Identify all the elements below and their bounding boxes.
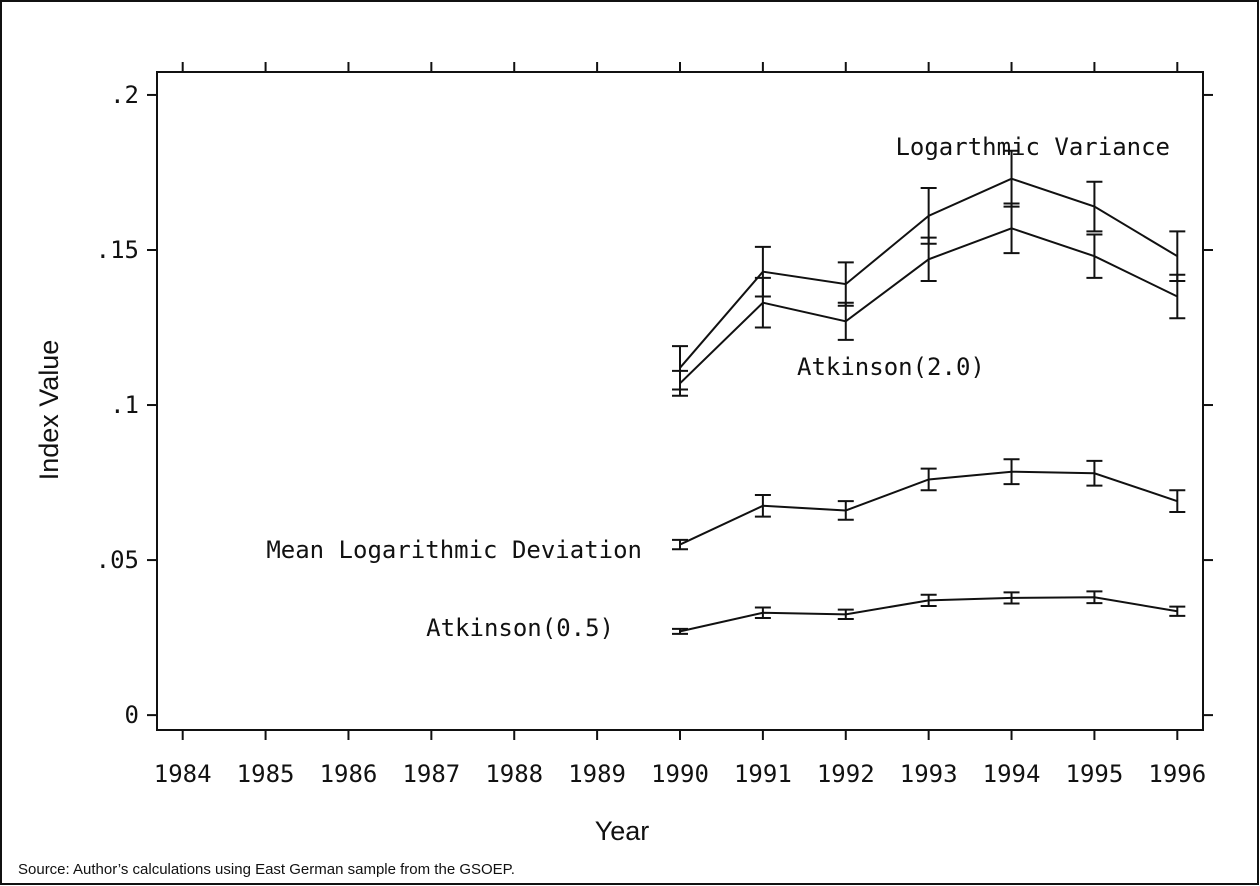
error-bar [672,538,688,551]
error-bar [1086,233,1103,279]
series-label: Atkinson(0.5) [426,614,614,642]
x-tick-label: 1988 [485,760,543,788]
series-label: Mean Logarithmic Deviation [266,536,642,564]
series-label: Logarthmic Variance [895,133,1170,161]
error-bar [837,608,854,620]
x-tick-label: 1992 [817,760,875,788]
y-tick-label: .05 [96,546,139,574]
error-bar [1086,459,1103,487]
x-axis-title: Year [595,816,650,846]
y-tick-label: .1 [110,391,139,419]
error-bar [1003,458,1020,486]
series-label: Atkinson(2.0) [797,353,985,381]
x-tick-label: 1986 [320,760,378,788]
y-tick-label: 0 [125,701,139,729]
error-bar [754,606,771,620]
error-bar [920,236,937,282]
x-tick-label: 1994 [983,760,1041,788]
x-tick-label: 1993 [900,760,958,788]
error-bar [1169,230,1186,282]
error-bar [1086,180,1103,233]
error-bar [754,493,771,518]
error-bar [1003,591,1020,605]
x-tick-label: 1989 [568,760,626,788]
x-tick-label: 1987 [402,760,460,788]
error-bar [920,467,937,492]
error-bar [672,369,688,397]
error-bar [1169,605,1186,617]
error-bar [920,186,937,245]
error-bar [754,276,771,329]
x-tick-label: 1990 [651,760,709,788]
error-bar [837,301,854,341]
x-tick-label: 1996 [1148,760,1206,788]
error-bar [1086,590,1103,605]
error-bar [1169,489,1186,514]
x-tick-label: 1995 [1066,760,1124,788]
error-bar [837,500,854,521]
y-tick-label: .15 [96,236,139,264]
x-tick-label: 1984 [154,760,212,788]
x-tick-label: 1991 [734,760,792,788]
error-bar [1003,202,1020,255]
y-axis-title: Index Value [34,340,64,481]
x-tick-label: 1985 [237,760,295,788]
y-tick-label: .2 [110,81,139,109]
source-note: Source: Author’s calculations using East… [18,861,515,878]
error-bar [920,593,937,607]
error-bar [1169,273,1186,320]
error-bar [672,627,688,635]
